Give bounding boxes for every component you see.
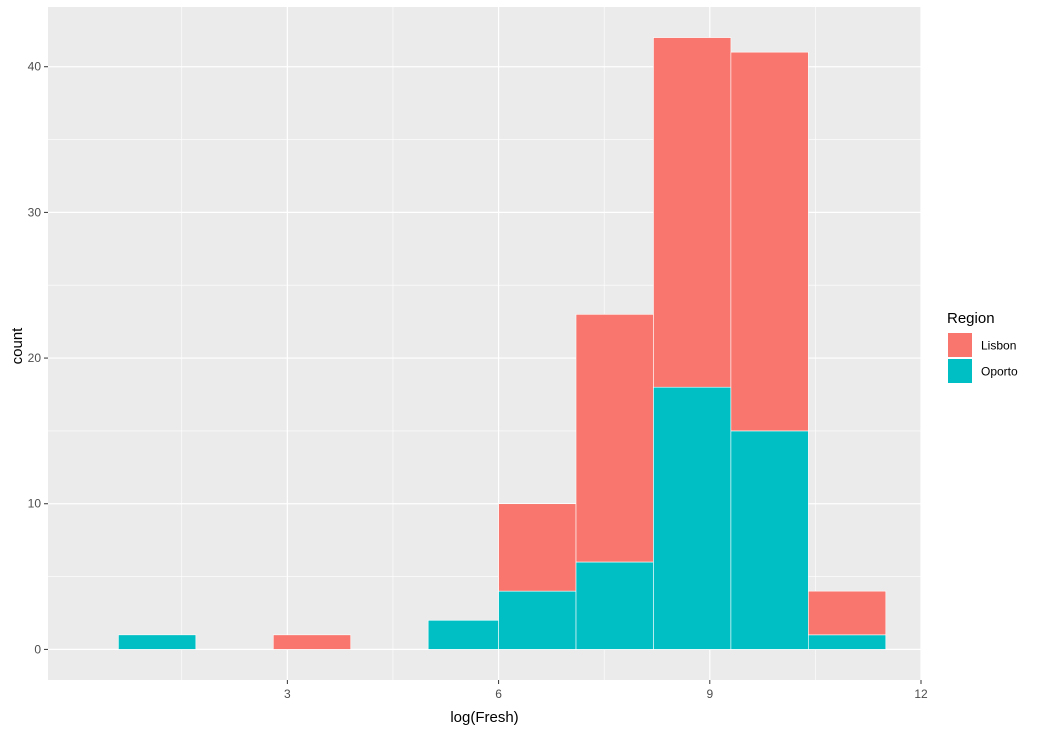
y-tick-label: 10 bbox=[28, 497, 42, 511]
legend-label-lisbon: Lisbon bbox=[981, 339, 1016, 353]
legend-key-oporto bbox=[948, 359, 972, 383]
bar-oporto bbox=[118, 634, 197, 650]
x-tick-label: 9 bbox=[706, 687, 713, 701]
bar-lisbon bbox=[808, 590, 887, 636]
bar-oporto bbox=[575, 561, 654, 650]
x-axis-title: log(Fresh) bbox=[450, 709, 518, 726]
x-tick-label: 12 bbox=[914, 687, 928, 701]
y-tick-label: 0 bbox=[34, 642, 41, 656]
bar-oporto bbox=[653, 386, 732, 650]
bar-lisbon bbox=[730, 51, 809, 432]
y-axis: 0 10 20 30 40 bbox=[28, 60, 48, 656]
legend: Region Lisbon Oporto bbox=[947, 310, 1018, 383]
bar-oporto bbox=[808, 634, 887, 650]
y-axis-title: count bbox=[9, 327, 26, 365]
y-tick-label: 30 bbox=[28, 205, 42, 219]
bar-lisbon bbox=[653, 37, 732, 388]
legend-key-lisbon bbox=[948, 333, 972, 357]
bar-lisbon bbox=[498, 503, 577, 592]
bar-oporto bbox=[427, 619, 499, 650]
x-tick-label: 6 bbox=[495, 687, 502, 701]
y-tick-label: 20 bbox=[28, 351, 42, 365]
y-tick-label: 40 bbox=[28, 60, 42, 74]
bar-lisbon bbox=[272, 634, 352, 650]
x-tick-label: 3 bbox=[284, 687, 291, 701]
bar-oporto bbox=[730, 430, 809, 650]
legend-label-oporto: Oporto bbox=[981, 365, 1018, 379]
bars bbox=[118, 37, 887, 650]
bar-lisbon bbox=[575, 314, 654, 563]
legend-title: Region bbox=[947, 310, 995, 327]
bar-oporto bbox=[498, 590, 577, 650]
x-axis: 3 6 9 12 bbox=[284, 680, 928, 701]
